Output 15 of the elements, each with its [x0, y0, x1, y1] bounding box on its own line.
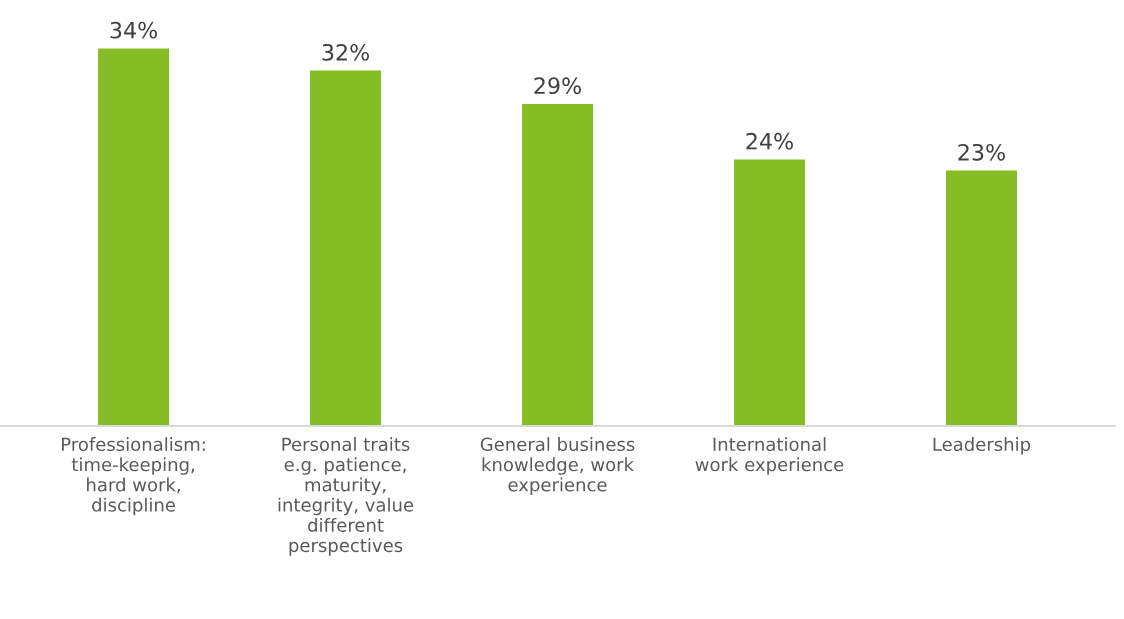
data-label: 23% — [958, 143, 1005, 161]
x-tick-label: Professionalism: time-keeping, hard work, discipline — [62, 437, 205, 516]
x-tick-label: General business knowledge, work experience — [480, 437, 635, 496]
x-tick-label: Personal traits e.g. patience, maturity, integrity, value different perspectives — [278, 437, 414, 556]
data-label: 24% — [746, 132, 793, 150]
data-label: 32% — [322, 43, 369, 61]
bar — [945, 170, 1017, 426]
bar — [522, 103, 594, 426]
x-tick-label: Leadership — [933, 437, 1031, 455]
bar — [733, 159, 805, 426]
x-tick-label: International work experience — [695, 437, 844, 475]
data-label: 29% — [534, 77, 581, 95]
bar — [310, 70, 382, 426]
bar — [98, 48, 170, 426]
data-label: 34% — [110, 21, 158, 39]
